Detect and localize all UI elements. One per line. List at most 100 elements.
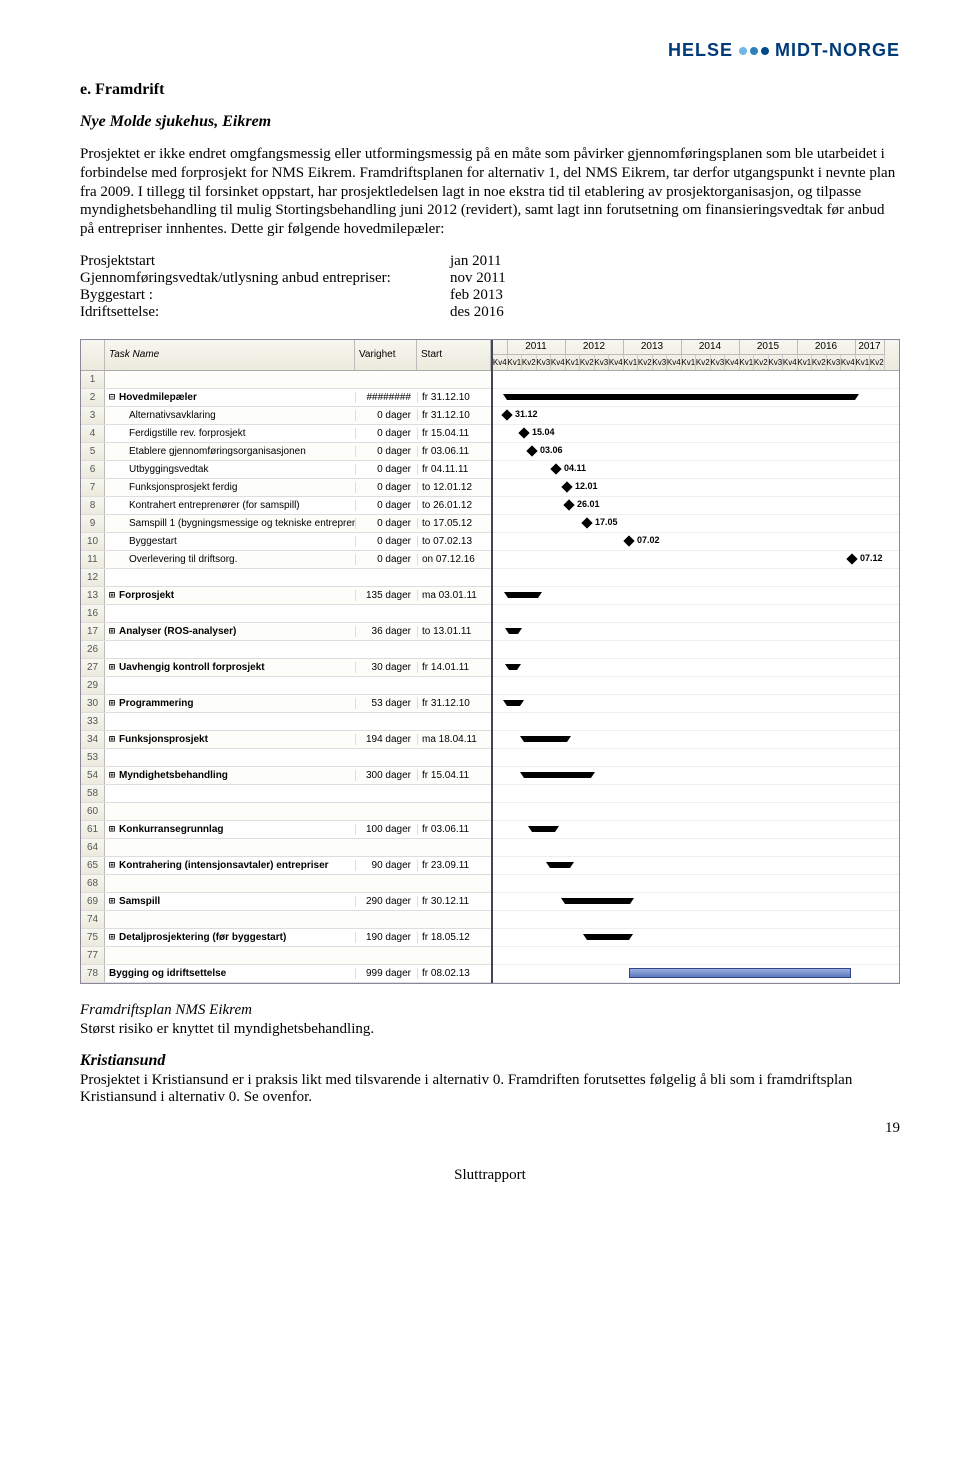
table-row: 1 — [81, 371, 491, 389]
table-row: 78Bygging og idriftsettelse999 dagerfr 0… — [81, 965, 491, 983]
row-id: 54 — [81, 767, 105, 784]
task-duration: 0 dager — [355, 536, 417, 547]
table-row: 3Alternativsavklaring0 dagerfr 31.12.10 — [81, 407, 491, 425]
summary-bar — [565, 898, 630, 904]
gantt-bar-row — [493, 821, 899, 839]
summary-bar — [524, 772, 591, 778]
row-id: 69 — [81, 893, 105, 910]
task-duration: 0 dager — [355, 500, 417, 511]
table-row: 8Kontrahert entreprenører (for samspill)… — [81, 497, 491, 515]
gantt-bar-row — [493, 965, 899, 983]
row-id: 26 — [81, 641, 105, 658]
milestone-value: feb 2013 — [450, 287, 503, 304]
quarter-cell: Kv4 — [725, 355, 740, 370]
milestone-row: Idriftsettelse:des 2016 — [80, 304, 900, 321]
table-row: 69⊞Samspill290 dagerfr 30.12.11 — [81, 893, 491, 911]
table-row: 10Byggestart0 dagerto 07.02.13 — [81, 533, 491, 551]
summary-bar — [509, 628, 518, 634]
row-id: 1 — [81, 371, 105, 388]
toggle-icon[interactable]: ⊞ — [109, 590, 115, 601]
logo-text-right: MIDT-NORGE — [775, 40, 900, 61]
dot-icon — [750, 47, 758, 55]
row-id: 5 — [81, 443, 105, 460]
task-name: ⊞Programmering — [105, 698, 355, 709]
gantt-bar-row — [493, 623, 899, 641]
table-row: 2⊟Hovedmilepæler########fr 31.12.10 — [81, 389, 491, 407]
toggle-icon[interactable]: ⊞ — [109, 932, 115, 943]
table-row: 26 — [81, 641, 491, 659]
task-start: fr 15.04.11 — [417, 428, 491, 439]
toggle-icon[interactable]: ⊟ — [109, 392, 115, 403]
table-row: 77 — [81, 947, 491, 965]
summary-bar — [507, 700, 520, 706]
quarter-cell: Kv1 — [740, 355, 755, 370]
toggle-icon[interactable]: ⊞ — [109, 734, 115, 745]
row-id: 30 — [81, 695, 105, 712]
toggle-icon[interactable]: ⊞ — [109, 824, 115, 835]
task-duration: 0 dager — [355, 518, 417, 529]
quarter-cell: Kv4 — [667, 355, 682, 370]
gantt-task-table: Task Name Varighet Start 12⊟Hovedmilepæl… — [81, 340, 493, 983]
table-row: 13⊞Forprosjekt135 dagerma 03.01.11 — [81, 587, 491, 605]
gantt-bar-row — [493, 947, 899, 965]
task-name: Ferdigstille rev. forprosjekt — [105, 428, 355, 439]
gantt-bar-row: 07.02 — [493, 533, 899, 551]
task-name: Kontrahert entreprenører (for samspill) — [105, 500, 355, 511]
task-duration: 135 dager — [355, 590, 417, 601]
task-name: Alternativsavklaring — [105, 410, 355, 421]
row-id: 34 — [81, 731, 105, 748]
row-id: 4 — [81, 425, 105, 442]
milestone-label: Prosjektstart — [80, 253, 450, 270]
toggle-icon[interactable]: ⊞ — [109, 662, 115, 673]
year-cell: 2016 — [798, 340, 856, 355]
quarter-cell: Kv3 — [537, 355, 552, 370]
task-duration: 0 dager — [355, 464, 417, 475]
task-name: Overlevering til driftsorg. — [105, 554, 355, 565]
quarter-cell: Kv4 — [841, 355, 856, 370]
task-name: Funksjonsprosjekt ferdig — [105, 482, 355, 493]
quarter-cell: Kv2 — [580, 355, 595, 370]
gantt-bar-row — [493, 371, 899, 389]
milestone-value: jan 2011 — [450, 253, 502, 270]
task-duration: 30 dager — [355, 662, 417, 673]
task-start: fr 31.12.10 — [417, 410, 491, 421]
row-id: 17 — [81, 623, 105, 640]
table-row: 4Ferdigstille rev. forprosjekt0 dagerfr … — [81, 425, 491, 443]
quarter-cell: Kv2 — [638, 355, 653, 370]
task-name: ⊟Hovedmilepæler — [105, 392, 355, 403]
summary-bar — [587, 934, 629, 940]
task-name: ⊞Funksjonsprosjekt — [105, 734, 355, 745]
quarter-cell: Kv2 — [696, 355, 711, 370]
sub-heading: Kristiansund — [80, 1052, 900, 1070]
col-task-name: Task Name — [105, 340, 355, 370]
quarter-cell: Kv3 — [711, 355, 726, 370]
gantt-bar-row — [493, 587, 899, 605]
toggle-icon[interactable]: ⊞ — [109, 770, 115, 781]
figure-caption: Framdriftsplan NMS Eikrem — [80, 1002, 900, 1019]
quarter-cell: Kv2 — [870, 355, 885, 370]
task-duration: 0 dager — [355, 410, 417, 421]
toggle-icon[interactable]: ⊞ — [109, 626, 115, 637]
task-name: ⊞Uavhengig kontroll forprosjekt — [105, 662, 355, 673]
summary-bar — [507, 394, 855, 400]
quarter-cell: Kv1 — [508, 355, 523, 370]
gantt-bar-row — [493, 857, 899, 875]
row-id: 3 — [81, 407, 105, 424]
toggle-icon[interactable]: ⊞ — [109, 698, 115, 709]
page-header: HELSE MIDT-NORGE — [80, 40, 900, 61]
toggle-icon[interactable]: ⊞ — [109, 860, 115, 871]
summary-bar — [508, 592, 538, 598]
task-duration: 100 dager — [355, 824, 417, 835]
gantt-bar-row — [493, 785, 899, 803]
task-start: fr 31.12.10 — [417, 392, 491, 403]
table-row: 53 — [81, 749, 491, 767]
row-id: 27 — [81, 659, 105, 676]
task-start: fr 30.12.11 — [417, 896, 491, 907]
quarter-cell: Kv1 — [624, 355, 639, 370]
task-name: Etablere gjennomføringsorganisasjonen — [105, 446, 355, 457]
task-start: fr 18.05.12 — [417, 932, 491, 943]
section-marker: e. Framdrift — [80, 81, 900, 99]
milestone-date-label: 15.04 — [532, 427, 555, 437]
toggle-icon[interactable]: ⊞ — [109, 896, 115, 907]
task-name: ⊞Myndighetsbehandling — [105, 770, 355, 781]
